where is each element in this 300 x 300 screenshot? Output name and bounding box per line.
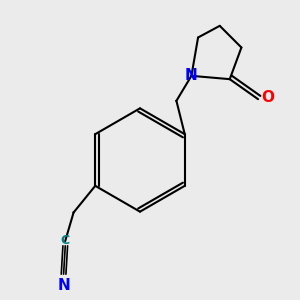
Text: C: C — [61, 234, 70, 247]
Text: O: O — [262, 90, 275, 105]
Text: N: N — [57, 278, 70, 293]
Text: N: N — [185, 68, 198, 83]
